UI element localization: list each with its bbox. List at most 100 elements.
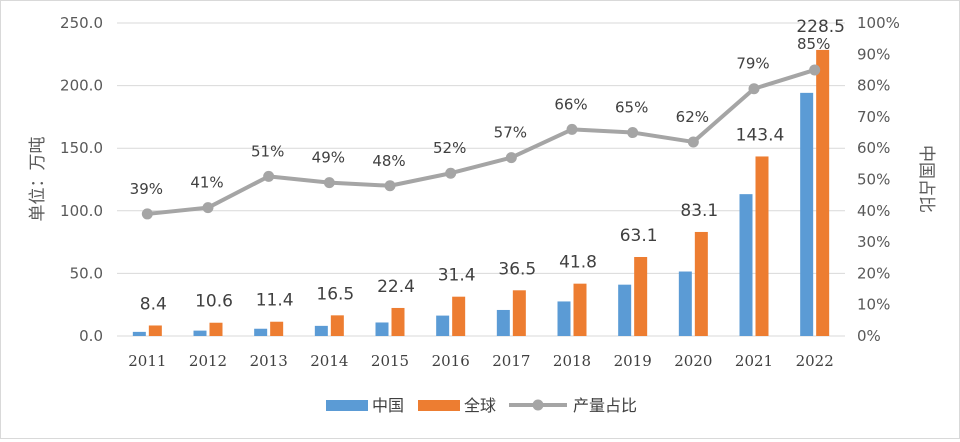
bar-global: [452, 296, 466, 336]
data-label-share: 49%: [312, 149, 345, 167]
bar-china: [375, 322, 389, 336]
legend-swatch-china: [326, 400, 368, 411]
bar-china: [314, 325, 328, 336]
y-right-tick-label: 70%: [857, 108, 890, 126]
bar-global: [694, 231, 708, 336]
y-right-tick-label: 10%: [857, 296, 890, 314]
legend-label-global: 全球: [464, 396, 496, 415]
x-tick-label: 2015: [371, 352, 409, 370]
y-right-tick-label: 90%: [857, 45, 890, 63]
legend-label-china: 中国: [372, 396, 404, 415]
x-tick-label: 2014: [310, 352, 348, 370]
legend-swatch-share-marker: [532, 399, 544, 411]
y-right-tick-label: 40%: [857, 202, 890, 220]
legend-swatch-global: [418, 400, 460, 411]
share-point: [323, 177, 335, 189]
share-point: [627, 127, 639, 139]
y-left-tick-label: 0.0: [79, 327, 103, 345]
y-right-tick-label: 50%: [857, 171, 890, 189]
data-label-global: 16.5: [316, 284, 354, 304]
share-point: [263, 170, 275, 182]
y-right-tick-label: 100%: [857, 14, 900, 32]
share-point: [687, 136, 699, 148]
x-tick-label: 2018: [553, 352, 591, 370]
data-label-global: 36.5: [498, 259, 536, 279]
data-label-global: 22.4: [377, 277, 415, 297]
bar-china: [739, 194, 753, 336]
data-label-share: 85%: [797, 35, 830, 53]
bar-china: [132, 331, 146, 336]
x-tick-label: 2016: [432, 352, 470, 370]
y-right-tick-label: 20%: [857, 264, 890, 282]
y-left-tick-label: 50.0: [70, 264, 103, 282]
y-right-ticks: 0% 10% 20% 30% 40% 50% 60% 70% 80% 90% 100%: [857, 14, 900, 345]
y-left-tick-label: 250.0: [60, 14, 103, 32]
data-label-global: 63.1: [620, 226, 658, 246]
bar-china: [254, 328, 268, 336]
gridlines: [117, 22, 845, 337]
x-tick-label: 2013: [250, 352, 288, 370]
bar-global: [816, 49, 830, 336]
y-right-tick-label: 80%: [857, 77, 890, 95]
share-line: [141, 64, 821, 220]
bar-china: [193, 330, 207, 336]
x-tick-label: 2012: [189, 352, 227, 370]
data-label-share: 48%: [372, 152, 405, 170]
data-label-global: 143.4: [736, 125, 785, 145]
x-tick-label: 2019: [614, 352, 652, 370]
data-label-global: 10.6: [195, 292, 233, 312]
data-label-global: 83.1: [680, 201, 718, 221]
x-tick-label: 2011: [128, 352, 166, 370]
y-left-tick-label: 150.0: [60, 139, 103, 157]
x-tick-label: 2021: [735, 352, 773, 370]
y-right-tick-label: 30%: [857, 233, 890, 251]
share-point: [384, 180, 396, 192]
data-label-global: 41.8: [559, 253, 597, 273]
data-label-share: 79%: [736, 55, 769, 73]
x-ticks: 2011 2012 2013 2014 2015 2016 2017 2018 2019 2020…: [128, 352, 834, 370]
y-left-ticks: 0.0 50.0 100.0 150.0 200.0 250.0: [60, 14, 103, 345]
bar-global: [512, 290, 526, 336]
x-tick-label: 2022: [796, 352, 834, 370]
data-label-share: 62%: [676, 108, 709, 126]
bar-global: [209, 322, 223, 336]
data-label-share: 57%: [494, 124, 527, 142]
bar-global: [330, 315, 344, 336]
data-label-global: 228.5: [796, 17, 845, 37]
y-left-axis-title: 单位：万吨: [28, 137, 48, 222]
y-right-tick-label: 0%: [857, 327, 881, 345]
bar-global: [391, 307, 405, 336]
bar-china: [678, 271, 692, 336]
bar-global: [270, 321, 284, 336]
data-label-share: 39%: [130, 180, 163, 198]
share-point: [566, 123, 578, 135]
data-label-share: 52%: [433, 139, 466, 157]
share-polyline: [147, 68, 816, 216]
bar-global: [755, 156, 769, 336]
data-label-share: 66%: [554, 95, 587, 113]
data-label-share: 51%: [251, 142, 284, 160]
x-tick-label: 2020: [674, 352, 712, 370]
bar-china: [496, 309, 510, 336]
bar-global: [148, 325, 162, 336]
data-label-global: 31.4: [438, 266, 476, 286]
bar-china: [557, 301, 571, 336]
data-label-global: 8.4: [140, 294, 167, 314]
data-label-share: 65%: [615, 99, 648, 117]
bar-china: [436, 315, 450, 336]
share-point: [141, 208, 153, 220]
bar-china: [618, 284, 632, 336]
data-label-global: 11.4: [256, 291, 294, 311]
legend-label-share: 产量占比: [573, 396, 637, 415]
y-left-tick-label: 200.0: [60, 77, 103, 95]
data-label-share: 41%: [190, 174, 223, 192]
share-point: [202, 202, 214, 214]
share-point: [445, 167, 457, 179]
share-point: [748, 83, 760, 95]
y-left-tick-label: 100.0: [60, 202, 103, 220]
bars: [132, 49, 830, 336]
bar-global: [634, 256, 648, 336]
share-point: [505, 152, 517, 164]
